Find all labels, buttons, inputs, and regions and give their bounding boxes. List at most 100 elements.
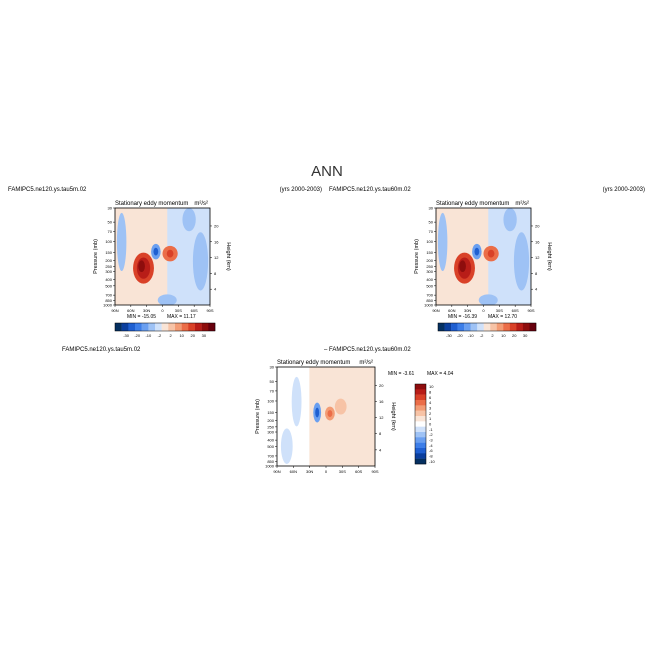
y-tick-label: 250 [267, 424, 274, 429]
colorbar-swatch [415, 410, 426, 417]
colorbar-swatch [415, 400, 426, 406]
chart-panel-1: FAMIPC5.ne120.ys.tau5m.02 (yrs 2000-2003)… [8, 187, 322, 338]
contour-blob-6 [153, 247, 159, 256]
colorbar-swatch [161, 323, 169, 331]
colorbar-tick-label: -30 [123, 333, 130, 338]
x-tick-label: 30S [496, 308, 503, 313]
y-tick-label: 300 [426, 269, 433, 274]
colorbar: -30 -20 -10 -2 2 10 20 30 [114, 322, 216, 338]
colorbar-swatch [415, 421, 426, 427]
colorbar-tick-label: -20 [134, 333, 141, 338]
contour-field [116, 208, 210, 305]
y-tick-label: 400 [105, 277, 112, 282]
colorbar-tick-label: 4 [429, 400, 432, 405]
colorbar-swatch [128, 323, 136, 331]
colorbar-frame [437, 322, 537, 332]
y-tick-label: 850 [105, 298, 112, 303]
x-tick-label: 30N [143, 308, 150, 313]
contour-blob-1 [315, 407, 320, 418]
x-tick-label: 90N [111, 308, 118, 313]
y-tick-label: 1000 [424, 303, 434, 308]
colorbar-swatch [175, 323, 182, 331]
colorbar-tick-label: 2 [429, 411, 432, 416]
y-tick-label: 1000 [265, 464, 275, 469]
x-tick-label: 30N [306, 469, 313, 474]
colorbar-frame [414, 383, 427, 465]
y-right-tick-label: 16 [214, 239, 219, 244]
contour-field [437, 208, 531, 305]
min-stat: MIN = -3.61 [388, 371, 414, 377]
colorbar-tick-label: 20 [512, 333, 517, 338]
contour-blob-6 [280, 428, 293, 465]
contour-blob-10 [478, 294, 498, 305]
colorbar-swatch [415, 394, 426, 401]
colorbar-tick-label: 1 [429, 416, 432, 421]
colorbar-swatch [490, 323, 497, 331]
contour-blob-8 [513, 232, 530, 291]
y-tick-label: 50 [270, 379, 275, 384]
colorbar-tick-label: -6 [429, 448, 433, 453]
x-tick-label: 30S [175, 308, 182, 313]
y-right-tick-label: 12 [535, 255, 540, 260]
case-name-label: FAMIPC5.ne120.ys.tau60m.02 [329, 187, 411, 193]
y-tick-label: 70 [108, 229, 113, 234]
colorbar-tick-label: -2 [480, 333, 484, 338]
y-right-tick-label: 16 [535, 239, 540, 244]
contour-blob-2 [138, 260, 145, 273]
panel-title: Stationary eddy momentum [115, 201, 188, 207]
colorbar-swatch [135, 323, 142, 331]
x-tick-label: 90N [273, 469, 280, 474]
contour-blob-3 [327, 410, 333, 417]
colorbar-swatch [503, 323, 511, 331]
colorbar-swatch [509, 323, 517, 331]
x-tick-label: 90N [432, 308, 439, 313]
y-tick-label: 150 [267, 410, 274, 415]
y-right-tick-label: 8 [379, 431, 382, 436]
contour-blob-6 [474, 247, 480, 256]
colorbar-tick-label: -30 [446, 333, 453, 338]
y-tick-label: 300 [267, 430, 274, 435]
min-stat: MIN = -16.39 [448, 314, 477, 320]
y-right-tick-label: 8 [535, 271, 538, 276]
y-tick-label: 850 [426, 298, 433, 303]
contour-blob-4 [487, 249, 495, 258]
years-label: (yrs 2000-2003) [280, 187, 322, 193]
colorbar-tick-label: 10 [429, 384, 434, 389]
x-tick-label: 60N [127, 308, 134, 313]
contour-field [277, 367, 347, 466]
y-axis-label: Pressure (mb) [93, 239, 99, 274]
x-tick-label: 60N [448, 308, 455, 313]
y-tick-label: 100 [267, 398, 274, 403]
colorbar-swatch [208, 323, 216, 331]
x-tick-label: 60S [191, 308, 198, 313]
colorbar-swatch [188, 323, 196, 331]
contour-blob-4 [166, 249, 174, 258]
y-tick-label: 30 [108, 206, 113, 211]
colorbar-tick-label: -10 [468, 333, 475, 338]
y-tick-label: 30 [270, 365, 275, 370]
colorbar-tick-label: 8 [429, 390, 432, 395]
colorbar-tick-label: -1 [429, 427, 433, 432]
panel-units: m²/s² [359, 360, 373, 366]
y-right-tick-label: 4 [535, 287, 538, 292]
x-tick-label: 90S [206, 308, 213, 313]
contour-blob-4 [334, 398, 347, 415]
colorbar-swatch [148, 323, 156, 331]
y-tick-label: 200 [426, 258, 433, 263]
max-stat: MAX = 11.17 [167, 314, 196, 320]
panel-title: Stationary eddy momentum [277, 360, 350, 366]
colorbar-swatch [415, 384, 426, 390]
x-tick-label: 60S [355, 469, 362, 474]
colorbar-swatch [477, 323, 484, 331]
y-axis-right-label: Height (km) [546, 242, 552, 271]
colorbar-swatch [415, 416, 426, 422]
colorbar-tick-label: 10 [501, 333, 506, 338]
colorbar-swatch [415, 458, 426, 465]
y-tick-label: 200 [105, 258, 112, 263]
y-tick-label: 1000 [103, 303, 113, 308]
colorbar-swatch [444, 323, 452, 331]
max-stat: MAX = 12.70 [488, 314, 517, 320]
figure-title: ANN [311, 163, 343, 180]
colorbar-swatch [201, 323, 209, 331]
